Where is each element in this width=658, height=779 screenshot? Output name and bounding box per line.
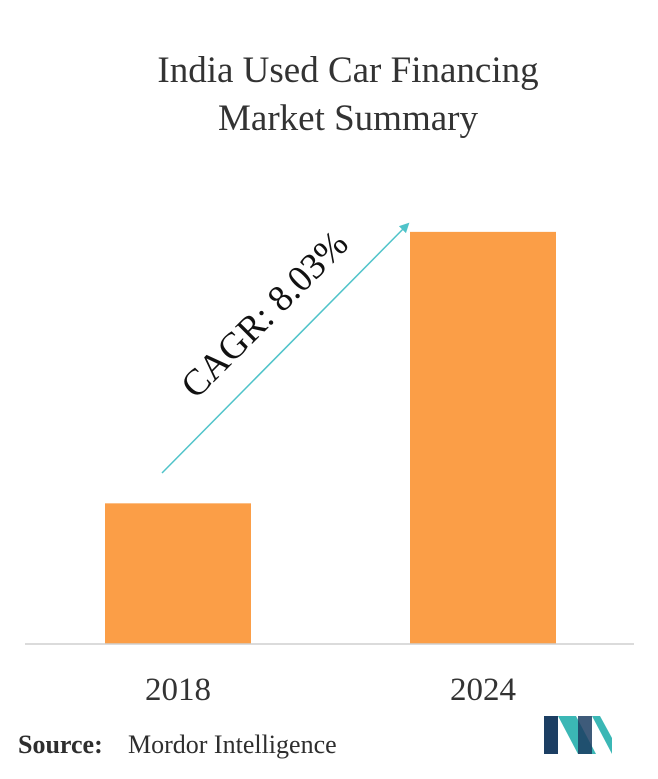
bars [105,231,556,644]
chart-title-line-2: Market Summary [218,98,478,139]
cagr-arrow [161,222,410,474]
x-axis-ticks: 2018 2024 [145,672,516,708]
x-tick-2018: 2018 [145,672,211,708]
chart-title-line-1: India Used Car Financing [157,50,538,91]
source-label: Source: [18,730,103,759]
cagr-annotation: CAGR: 8.03% [173,223,356,406]
bar-2024 [410,231,556,644]
mordor-intelligence-logo [544,716,612,754]
source-value: Mordor Intelligence [128,730,337,759]
bar-2018 [105,503,251,644]
x-tick-2024: 2024 [450,672,516,708]
